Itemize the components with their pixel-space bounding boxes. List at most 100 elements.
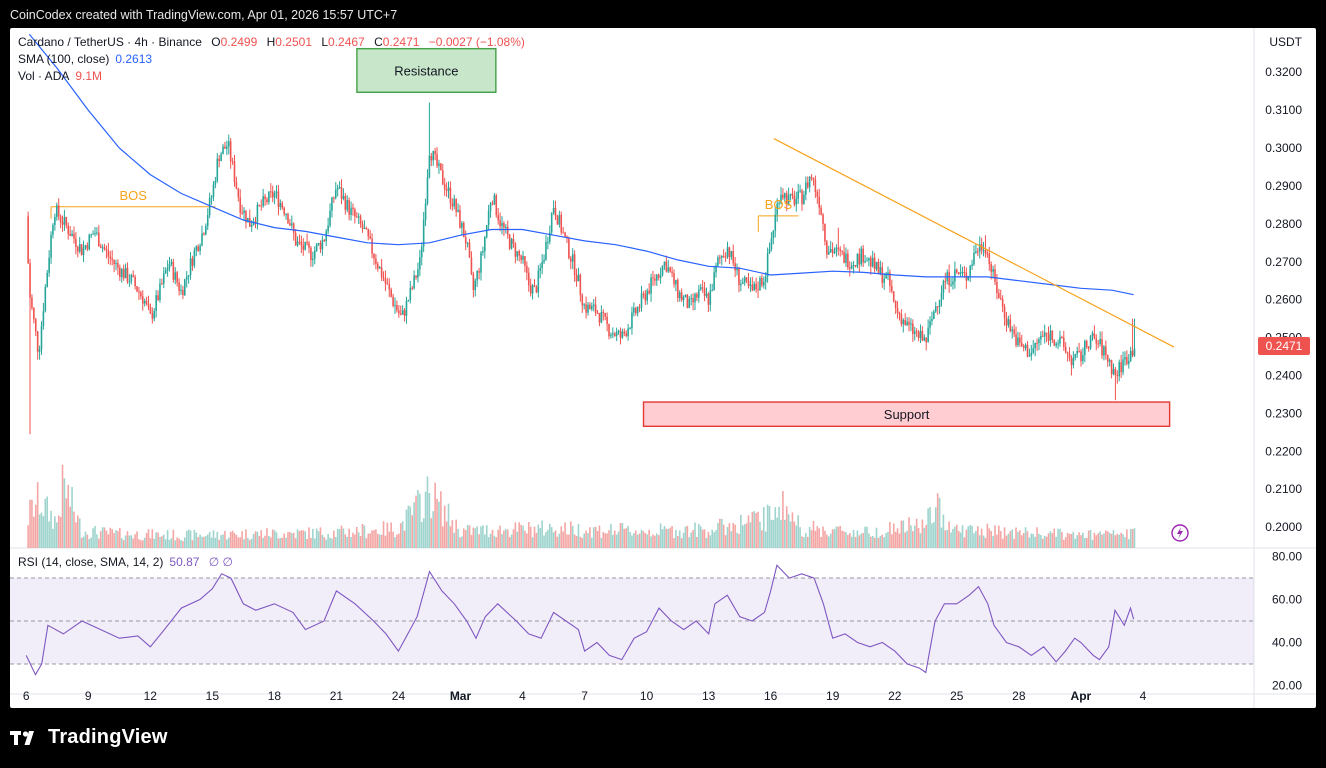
candle-body bbox=[541, 261, 543, 269]
candle-body bbox=[1040, 335, 1042, 340]
candle-body bbox=[449, 187, 452, 204]
volume-bar bbox=[375, 529, 377, 548]
candle-body bbox=[315, 244, 318, 251]
volume-bar bbox=[1106, 531, 1109, 548]
candle-body bbox=[568, 238, 570, 259]
legend-volume[interactable]: Vol · ADA 9.1M bbox=[18, 69, 102, 83]
candle-body bbox=[503, 222, 505, 228]
volume-bar bbox=[1089, 529, 1092, 548]
volume-bar bbox=[625, 528, 628, 548]
candle-body bbox=[424, 203, 427, 220]
candle-body bbox=[923, 337, 926, 341]
volume-bar bbox=[300, 530, 303, 548]
volume-bar bbox=[422, 518, 425, 548]
volume-bar bbox=[1045, 536, 1048, 548]
candle-body bbox=[268, 191, 270, 203]
candle-body bbox=[1003, 306, 1006, 318]
volume-bar bbox=[42, 516, 45, 548]
chart-card[interactable]: Resistance Support BOS BOS 0.3200 0.3100 0.30… bbox=[10, 28, 1316, 708]
volume-bar bbox=[361, 523, 364, 548]
volume-bar bbox=[1120, 532, 1122, 548]
volume-bar bbox=[986, 523, 989, 548]
volume-bar bbox=[1055, 536, 1057, 548]
trendline[interactable] bbox=[773, 138, 1175, 348]
volume-bar bbox=[671, 526, 673, 548]
volume-bar bbox=[1087, 530, 1090, 548]
candle-body bbox=[598, 313, 601, 323]
y-tick-label: 0.2400 bbox=[1265, 368, 1302, 382]
volume-bar bbox=[1097, 533, 1099, 548]
volume-bar bbox=[717, 522, 719, 548]
candle-body bbox=[441, 170, 444, 185]
resistance-box[interactable] bbox=[356, 47, 497, 93]
volume-bar bbox=[589, 527, 591, 548]
candle-body bbox=[589, 304, 591, 310]
candle-body bbox=[894, 301, 897, 308]
lightning-icon[interactable] bbox=[1171, 524, 1189, 542]
candle-body bbox=[122, 269, 125, 279]
candle-body bbox=[850, 265, 853, 269]
candle-body bbox=[913, 331, 916, 334]
candle-body bbox=[717, 257, 719, 266]
volume-bar bbox=[944, 530, 947, 548]
volume-bar bbox=[640, 529, 643, 548]
candle-body bbox=[526, 265, 528, 273]
candle-body bbox=[963, 272, 966, 274]
candle-body bbox=[724, 256, 727, 258]
candle-body bbox=[287, 213, 289, 224]
y-tick-label: 0.3100 bbox=[1265, 103, 1302, 117]
candle-body bbox=[42, 311, 45, 326]
volume-bar bbox=[633, 532, 635, 548]
volume-bar bbox=[514, 522, 517, 548]
candle-body bbox=[977, 251, 979, 253]
volume-bar bbox=[508, 537, 511, 548]
legend-sma[interactable]: SMA (100, close) 0.2613 bbox=[18, 52, 152, 66]
candle-body bbox=[975, 251, 977, 253]
candle-body bbox=[848, 267, 851, 269]
volume-bar bbox=[140, 540, 142, 548]
candle-body bbox=[984, 250, 987, 254]
candle-body bbox=[734, 263, 736, 271]
volume-bar bbox=[342, 528, 345, 548]
candle-body bbox=[388, 284, 391, 290]
candle-body bbox=[623, 331, 626, 334]
volume-bar bbox=[558, 533, 561, 548]
candle-body bbox=[365, 227, 368, 229]
candle-body bbox=[155, 295, 157, 311]
candle-body bbox=[808, 177, 811, 188]
volume-bar bbox=[579, 536, 582, 548]
candle-body bbox=[417, 269, 419, 278]
candle-body bbox=[755, 283, 757, 290]
candle-body bbox=[1097, 343, 1099, 345]
support-box[interactable] bbox=[642, 401, 1171, 427]
volume-bar bbox=[594, 526, 597, 548]
tradingview-chart[interactable]: Resistance Support BOS BOS 0.3200 0.3100 0.30… bbox=[10, 28, 1316, 708]
volume-bar bbox=[940, 527, 943, 548]
volume-bar bbox=[927, 508, 929, 548]
candle-body bbox=[78, 244, 81, 252]
volume-bar bbox=[250, 538, 253, 548]
candle-body bbox=[644, 293, 647, 301]
volume-bar bbox=[688, 537, 691, 548]
volume-bar bbox=[703, 529, 706, 548]
volume-bar bbox=[636, 534, 639, 548]
volume-bar bbox=[761, 530, 763, 548]
legend-rsi[interactable]: RSI (14, close, SMA, 14, 2) 50.87 ∅ ∅ bbox=[18, 555, 233, 569]
volume-bar bbox=[843, 531, 845, 548]
volume-bar bbox=[908, 517, 910, 548]
candle-body bbox=[906, 321, 908, 326]
volume-bar bbox=[31, 499, 33, 548]
volume-bar bbox=[1093, 532, 1096, 548]
candle-body bbox=[892, 291, 895, 302]
volume-bar bbox=[495, 537, 498, 548]
candle-body bbox=[357, 216, 360, 218]
volume-bar bbox=[124, 535, 127, 548]
candle-body bbox=[709, 290, 712, 305]
candle-body bbox=[692, 298, 694, 303]
candle-body bbox=[438, 163, 440, 166]
candle-body bbox=[789, 193, 792, 196]
candle-body bbox=[824, 223, 826, 242]
candle-body bbox=[92, 233, 94, 235]
candle-body bbox=[254, 221, 257, 223]
candle-body bbox=[29, 263, 31, 298]
